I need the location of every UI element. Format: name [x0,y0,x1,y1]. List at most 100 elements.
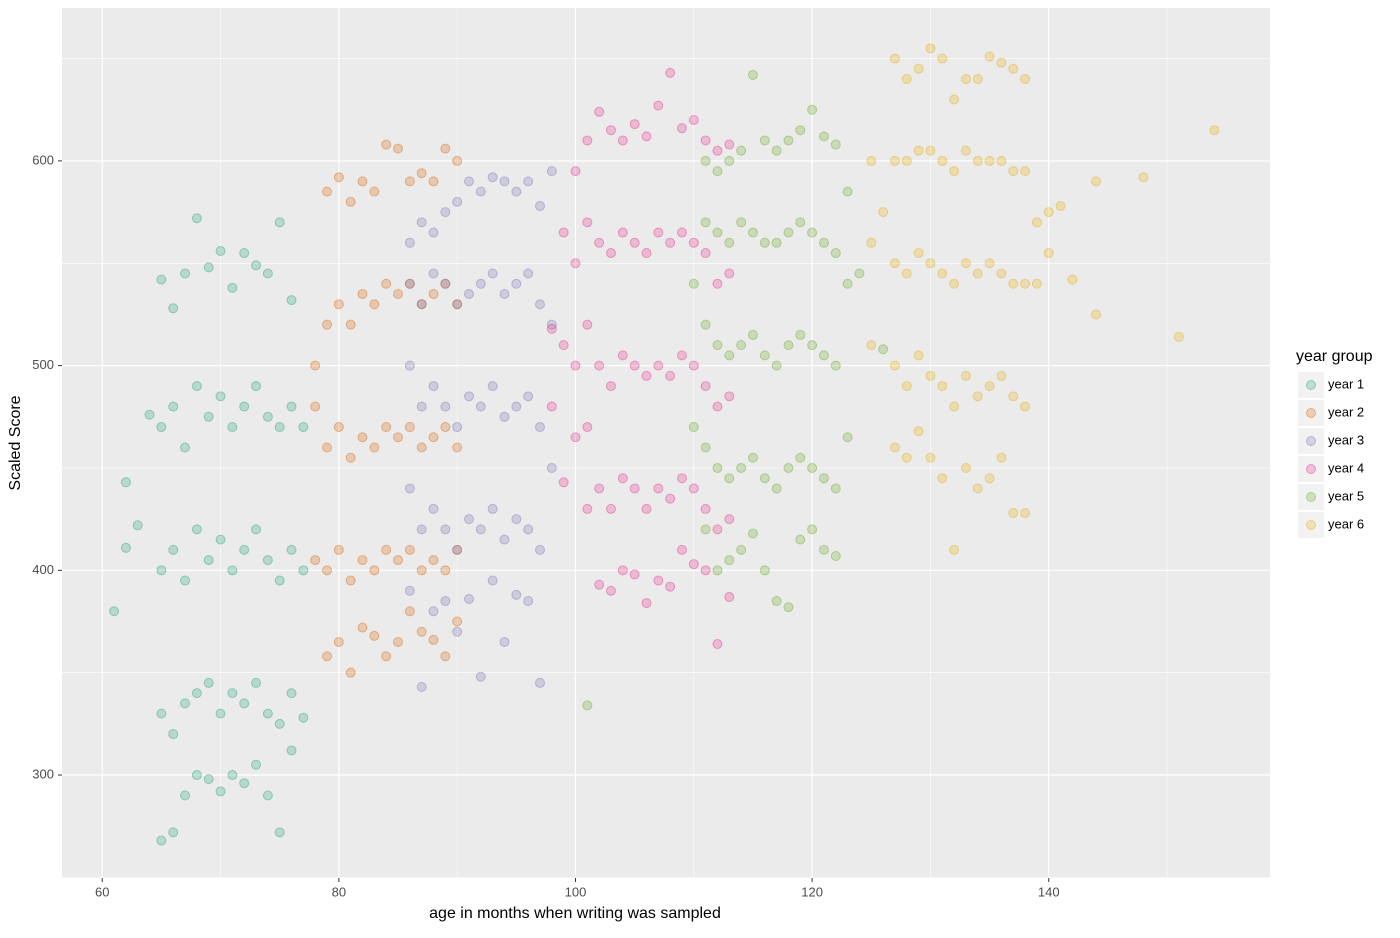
point [357,622,368,633]
point [452,422,463,433]
point [700,442,711,453]
legend: year 1 year 2 year 3 year 4 year 5 year 6 [1298,372,1364,538]
point [818,131,829,142]
point [807,524,818,535]
point [428,288,439,299]
y-tick-label: 500 [32,357,54,372]
point [251,260,262,271]
point [712,278,723,289]
point [203,555,214,566]
point [203,262,214,273]
point [239,778,250,789]
point [1091,309,1102,320]
point [724,391,735,402]
point [937,53,948,64]
point [653,360,664,371]
point [830,550,841,561]
point [475,671,486,682]
point [688,278,699,289]
point [771,145,782,156]
point [594,483,605,494]
point [393,432,404,443]
point [972,483,983,494]
point [901,268,912,279]
grid [62,8,1270,878]
point [546,401,557,412]
point [428,634,439,645]
point [251,381,262,392]
point [818,473,829,484]
point [1020,166,1031,177]
point [700,381,711,392]
point [120,477,131,488]
point [215,391,226,402]
point [322,565,333,576]
point [629,569,640,580]
point [783,135,794,146]
point [771,360,782,371]
point [404,483,415,494]
point [759,135,770,146]
point [724,555,735,566]
point [1008,391,1019,402]
point [452,155,463,166]
point [700,135,711,146]
point [889,53,900,64]
point [440,401,451,412]
point [558,340,569,351]
point [262,790,273,801]
point [298,422,309,433]
point [712,524,723,535]
point [546,319,557,330]
legend-key [1298,400,1324,426]
point [925,43,936,54]
point [227,282,238,293]
point [333,299,344,310]
point [464,514,475,525]
point [1008,508,1019,519]
point [605,585,616,596]
point [440,524,451,535]
point [925,145,936,156]
x-tick-label: 60 [95,884,109,899]
point [629,483,640,494]
point [807,462,818,473]
point [511,514,522,525]
point [889,155,900,166]
point [795,534,806,545]
point [227,688,238,699]
x-axis-label: age in months when writing was sampled [429,905,721,922]
point [771,483,782,494]
point [925,452,936,463]
point [724,139,735,150]
point [676,227,687,238]
point [712,145,723,156]
point [818,544,829,555]
point [724,350,735,361]
point [416,299,427,310]
point [937,268,948,279]
point [771,596,782,607]
y-axis-label: Scaled Score [7,395,24,490]
point [452,299,463,310]
legend-title: year group [1296,348,1373,365]
point [617,350,628,361]
point [523,391,534,402]
point [688,422,699,433]
point [215,786,226,797]
point [333,422,344,433]
point [1055,200,1066,211]
point [712,227,723,238]
legend-label: year 4 [1328,460,1364,475]
point [866,155,877,166]
point [747,69,758,80]
point [452,626,463,637]
point [641,131,652,142]
point [286,401,297,412]
point [984,155,995,166]
point [239,401,250,412]
point [523,268,534,279]
point [641,248,652,259]
point [925,370,936,381]
point [499,411,510,422]
